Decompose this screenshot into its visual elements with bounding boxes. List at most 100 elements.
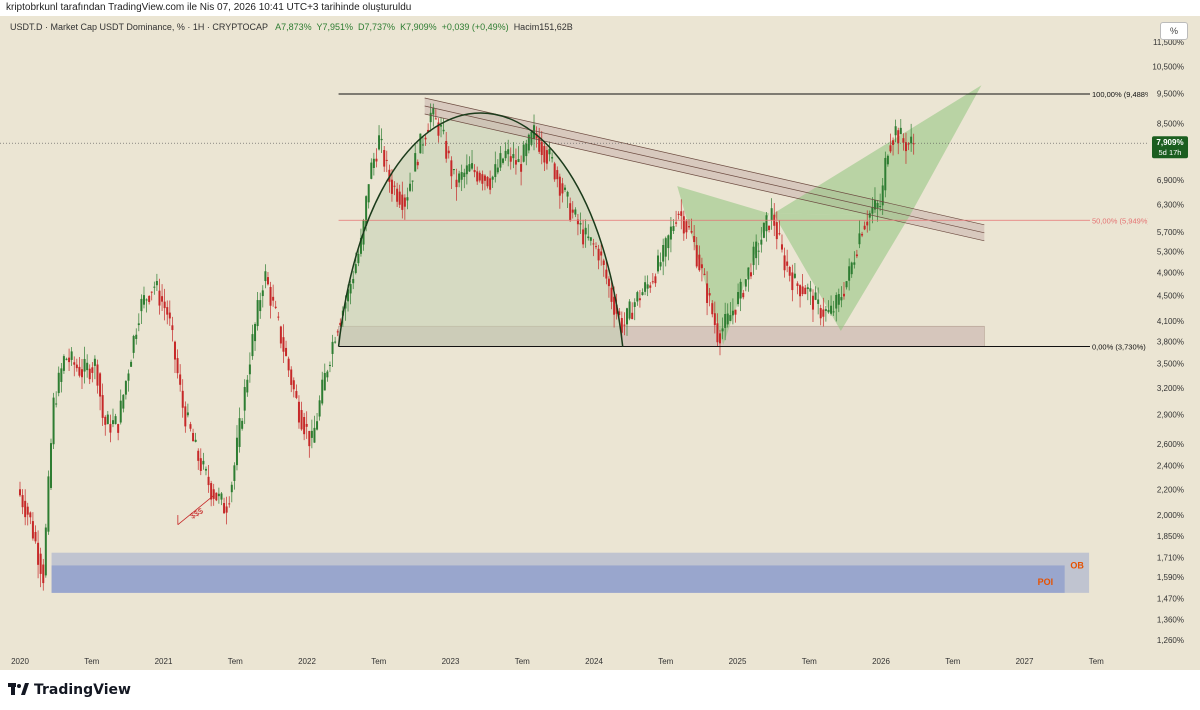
candle-body <box>861 233 864 236</box>
x-tick-label: 2024 <box>585 657 603 666</box>
candle-body <box>899 127 902 135</box>
candle-body <box>481 174 484 184</box>
candle-body <box>357 253 360 264</box>
candle-body <box>700 264 703 269</box>
x-tick-label: Tem <box>84 657 99 666</box>
x-tick-label: 2020 <box>11 657 29 666</box>
candle-body <box>150 291 153 293</box>
candle-body <box>437 122 440 136</box>
candle-body <box>669 226 672 240</box>
candle-body <box>254 324 257 342</box>
candle-body <box>574 209 577 215</box>
candle-body <box>42 564 45 584</box>
y-tick-label: 6,900% <box>1157 176 1184 185</box>
candle-body <box>729 315 732 321</box>
candle-body <box>687 226 690 228</box>
candle-body <box>607 278 610 287</box>
candle-body <box>716 323 719 343</box>
open-value: A7,873% <box>275 22 312 32</box>
candle-body <box>416 161 419 166</box>
candle-body <box>440 125 443 127</box>
low-value: D7,737% <box>358 22 396 32</box>
candle-body <box>282 337 285 352</box>
candle-body <box>853 262 856 265</box>
candle-body <box>690 231 693 233</box>
candle-body <box>117 424 120 433</box>
candle-body <box>863 225 866 230</box>
candle-body <box>770 208 773 221</box>
candle-body <box>135 334 138 339</box>
candle-body <box>130 361 133 367</box>
candle-body <box>155 280 158 286</box>
candle-body <box>473 170 476 173</box>
x-tick-label: 2026 <box>872 657 890 666</box>
candle-body <box>318 400 321 417</box>
candle-body <box>447 150 450 154</box>
candle-body <box>266 277 269 285</box>
candle-body <box>747 267 750 280</box>
percent-scale-button[interactable]: % <box>1160 22 1188 40</box>
candle-body <box>279 326 282 344</box>
chart-area[interactable]: $$$ 100,00% (9,488%) 50,00% (5,949%) 0,00% … <box>0 16 1200 670</box>
candle-body <box>595 246 598 248</box>
candle-body <box>561 183 564 194</box>
candle-body <box>819 308 822 319</box>
candle-body <box>145 299 148 301</box>
y-tick-label: 1,710% <box>1157 553 1184 562</box>
tradingview-logo[interactable]: TradingView <box>8 682 131 698</box>
candle-body <box>837 294 840 305</box>
price-axis <box>1148 16 1200 656</box>
candle-body <box>726 313 729 325</box>
candle-body <box>765 215 768 232</box>
fib-0-label: 0,00% (3,730%) <box>1092 342 1146 351</box>
candle-body <box>57 372 60 394</box>
candle-body <box>654 276 657 284</box>
y-tick-label: 4,500% <box>1157 292 1184 301</box>
y-tick-label: 1,590% <box>1157 573 1184 582</box>
candle-body <box>514 160 517 165</box>
candle-body <box>623 324 626 326</box>
candle-body <box>272 296 275 301</box>
candle-body <box>31 521 34 539</box>
candle-body <box>842 293 845 297</box>
candle-body <box>434 118 437 120</box>
candle-body <box>52 397 55 445</box>
candle-body <box>695 245 698 267</box>
candle-body <box>494 164 497 178</box>
candle-body <box>749 272 752 277</box>
candle-body <box>512 154 515 159</box>
candle-body <box>618 311 621 316</box>
candle-body <box>804 287 807 295</box>
candle-body <box>47 476 50 532</box>
candle-body <box>140 298 143 312</box>
candle-body <box>323 372 326 391</box>
candle-body <box>556 170 559 180</box>
candle-body <box>241 420 244 429</box>
candle-body <box>403 197 406 207</box>
candle-body <box>99 373 102 397</box>
candle-body <box>194 439 197 442</box>
candle-body <box>458 173 461 183</box>
candle-body <box>659 262 662 267</box>
candle-body <box>380 138 383 141</box>
candle-body <box>26 506 29 515</box>
candle-body <box>840 297 843 301</box>
candle-body <box>809 288 812 292</box>
candle-body <box>223 503 226 514</box>
candle-body <box>489 178 492 190</box>
candle-body <box>186 412 189 416</box>
candle-body <box>600 251 603 256</box>
candle-body <box>791 272 794 291</box>
candle-body <box>137 323 140 326</box>
candle-body <box>161 296 164 302</box>
price-chart[interactable]: $$$ 100,00% (9,488%) 50,00% (5,949%) 0,00% … <box>0 16 1200 670</box>
candle-body <box>148 296 151 303</box>
candle-body <box>868 213 871 218</box>
candle-body <box>685 221 688 233</box>
candle-body <box>359 237 362 254</box>
fib-50-label: 50,00% (5,949%) <box>1092 216 1150 225</box>
candle-body <box>406 197 409 201</box>
candle-body <box>251 334 254 357</box>
candle-body <box>303 417 306 435</box>
candle-body <box>468 164 471 172</box>
